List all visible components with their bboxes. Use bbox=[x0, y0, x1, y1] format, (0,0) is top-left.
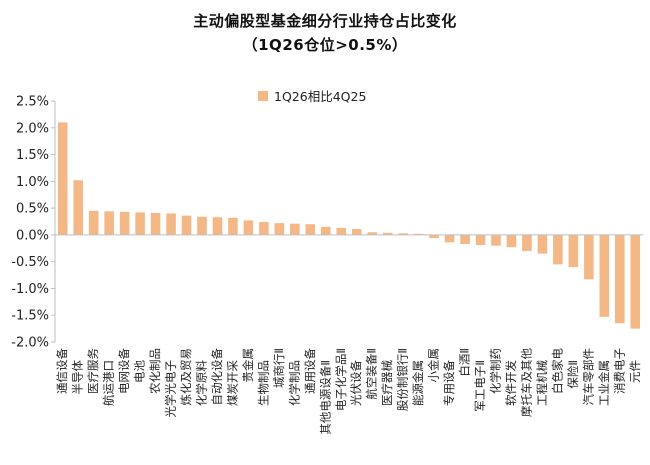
x-tick-label: 白酒Ⅱ bbox=[458, 348, 472, 377]
bar bbox=[336, 227, 347, 235]
x-tick-label: 贵金属 bbox=[241, 348, 255, 383]
bar bbox=[506, 234, 517, 248]
bar bbox=[305, 224, 316, 235]
y-tick-label: 2.5% bbox=[16, 95, 49, 110]
x-tick-label: 保险Ⅱ bbox=[566, 360, 580, 389]
bar bbox=[290, 223, 300, 235]
bar bbox=[382, 232, 393, 235]
bar bbox=[413, 233, 424, 235]
bar bbox=[320, 226, 331, 235]
x-tick-label: 电池 bbox=[133, 360, 147, 383]
bar bbox=[259, 222, 269, 235]
bar bbox=[73, 180, 84, 235]
x-tick-label: 通信设备 bbox=[55, 348, 69, 394]
x-tick-label: 通用设备 bbox=[303, 348, 317, 394]
x-tick-label: 航空装备Ⅱ bbox=[365, 348, 379, 400]
bar bbox=[150, 212, 161, 235]
x-tick-label: 半导体 bbox=[71, 360, 85, 395]
x-tick-label: 煤炭开采 bbox=[225, 360, 239, 406]
bar bbox=[243, 220, 254, 235]
x-tick-label: 光学光电子 bbox=[164, 360, 178, 418]
y-tick-label: -2.0% bbox=[11, 336, 49, 351]
bar bbox=[630, 234, 641, 329]
bar bbox=[181, 215, 192, 235]
bar bbox=[429, 234, 439, 239]
bar bbox=[553, 234, 563, 265]
x-tick-label: 化学原料 bbox=[195, 360, 209, 406]
x-tick-label: 软件开发 bbox=[504, 360, 518, 406]
x-tick-label: 工程机械 bbox=[535, 360, 549, 406]
y-tick-label: -0.5% bbox=[11, 255, 49, 270]
x-tick-label: 元件 bbox=[628, 360, 642, 383]
x-tick-label: 专用设备 bbox=[442, 360, 456, 406]
bar bbox=[197, 216, 207, 235]
x-tick-label: 消费电子 bbox=[612, 348, 626, 394]
chart-subtitle: （1Q26仓位>0.5%） bbox=[242, 36, 408, 54]
y-tick-label: 1.0% bbox=[16, 175, 49, 190]
bar bbox=[104, 211, 114, 235]
x-tick-label: 化学制品 bbox=[287, 360, 301, 406]
x-tick-label: 其他电源设备Ⅱ bbox=[318, 360, 332, 435]
y-tick-label: 0.0% bbox=[16, 228, 49, 243]
y-tick-label: -1.0% bbox=[11, 282, 49, 297]
bar bbox=[584, 234, 594, 280]
y-tick-label: 1.5% bbox=[16, 148, 49, 163]
legend: 1Q26相比4Q25 bbox=[258, 86, 366, 105]
x-tick-label: 工业金属 bbox=[597, 360, 611, 406]
x-tick-label: 光伏设备 bbox=[349, 360, 363, 406]
legend-label: 1Q26相比4Q25 bbox=[274, 89, 367, 104]
x-tick-label: 城商行Ⅱ bbox=[272, 348, 286, 388]
bar bbox=[522, 234, 532, 251]
bar bbox=[228, 217, 238, 235]
x-tick-label: 炼化及贸易 bbox=[179, 348, 193, 406]
x-tick-label: 航运港口 bbox=[102, 360, 116, 406]
x-tick-label: 电子化学品Ⅱ bbox=[334, 348, 348, 411]
x-tick-label: 生物制品 bbox=[256, 360, 270, 406]
bar bbox=[166, 213, 176, 235]
x-tick-label: 白色家电 bbox=[550, 348, 564, 394]
chart-title: 主动偏股型基金细分行业持仓占比变化 bbox=[193, 12, 457, 30]
bar bbox=[398, 233, 408, 235]
bar bbox=[614, 234, 625, 324]
x-tick-label: 能源金属 bbox=[411, 360, 425, 406]
bar bbox=[57, 122, 68, 235]
legend-swatch bbox=[258, 90, 268, 101]
bar bbox=[351, 228, 362, 235]
x-tick-label: 医疗器械 bbox=[380, 360, 394, 406]
bar bbox=[212, 217, 223, 235]
y-tick-label: 0.5% bbox=[16, 202, 49, 217]
x-tick-label: 农化制品 bbox=[148, 348, 162, 394]
x-tick-label: 医疗服务 bbox=[86, 348, 100, 394]
x-tick-label: 电网设备 bbox=[117, 348, 131, 394]
bar bbox=[119, 211, 130, 235]
bar bbox=[491, 234, 501, 246]
bar bbox=[444, 234, 455, 243]
bar bbox=[475, 234, 486, 246]
bar bbox=[135, 212, 145, 235]
bar bbox=[537, 234, 548, 254]
bar bbox=[460, 234, 470, 244]
x-tick-label: 汽车零部件 bbox=[581, 348, 595, 406]
y-tick-label: -1.5% bbox=[11, 309, 49, 324]
bar bbox=[274, 223, 285, 235]
x-tick-label: 军工电子Ⅱ bbox=[473, 360, 487, 412]
x-tick-label: 小金属 bbox=[427, 348, 441, 383]
bar bbox=[367, 232, 378, 235]
bar bbox=[568, 234, 579, 268]
x-tick-label: 摩托车及其他 bbox=[519, 348, 533, 417]
x-tick-label: 自动化设备 bbox=[210, 348, 224, 406]
y-tick-label: 2.0% bbox=[16, 121, 49, 136]
x-tick-label: 化学制药 bbox=[489, 348, 503, 394]
bar bbox=[599, 234, 610, 317]
x-tick-label: 股份制银行Ⅱ bbox=[396, 348, 410, 411]
bar bbox=[88, 210, 99, 235]
